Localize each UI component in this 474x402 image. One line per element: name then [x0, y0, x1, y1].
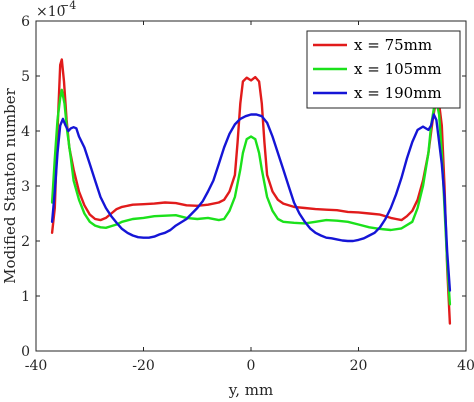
x-tick-label: -40 [25, 358, 48, 374]
x-tick-label: -20 [132, 358, 155, 374]
x-tick-label: 20 [350, 358, 368, 374]
series-line-3 [50, 113, 452, 292]
legend-label-1: x = 75mm [354, 36, 432, 54]
y-tick-label: 5 [21, 69, 30, 85]
x-tick-label: 40 [457, 358, 474, 374]
x-tick-label: 0 [247, 358, 256, 374]
y-tick-label: 3 [21, 179, 30, 195]
x-axis-label: y, mm [228, 381, 273, 399]
y-multiplier-exponent: −4 [60, 0, 76, 12]
y-tick-label: 4 [21, 124, 30, 140]
series-line-2 [50, 88, 452, 306]
legend: x = 75mm x = 105mm x = 190mm [306, 30, 461, 109]
plot-frame [35, 20, 467, 352]
y-tick-label: 2 [21, 234, 30, 250]
y-tick-label: 1 [21, 289, 30, 305]
y-multiplier: ×10 −4 [36, 0, 76, 20]
series-line-1 [50, 58, 452, 325]
y-tick-label: 6 [21, 14, 30, 30]
legend-label-3: x = 190mm [354, 84, 442, 102]
ticks-layer: -40 -20 0 20 40 0 1 2 3 4 5 6 [21, 14, 474, 374]
legend-items: x = 75mm x = 105mm x = 190mm [313, 36, 442, 102]
series-layer [50, 58, 452, 325]
y-axis-label: Modified Stanton number [1, 87, 19, 283]
legend-label-2: x = 105mm [354, 60, 442, 78]
y-multiplier-base: ×10 [36, 4, 66, 20]
y-tick-label: 0 [21, 344, 30, 360]
